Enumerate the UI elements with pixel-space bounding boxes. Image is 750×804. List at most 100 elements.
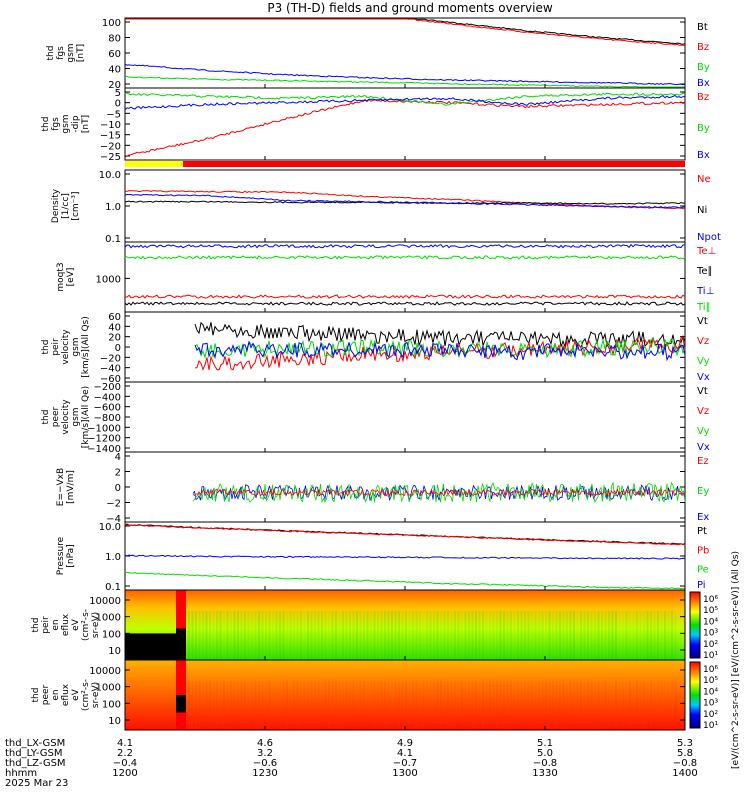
y-axis-label: gsm [71, 407, 81, 426]
spectrogram-texture [555, 611, 558, 660]
spectrogram-texture [443, 611, 446, 660]
spectrogram-texture [324, 611, 327, 660]
colorbar-tick-label: 10² [703, 710, 718, 720]
series-line [124, 255, 686, 260]
axis-row-value: 5.1 [537, 738, 553, 749]
spectrogram-texture [422, 611, 425, 660]
spectrogram-texture [422, 681, 425, 730]
spectrogram-texture [233, 611, 236, 660]
spectrogram-texture [485, 611, 488, 660]
spectrogram-texture [212, 681, 215, 730]
spectrogram-texture [261, 681, 264, 730]
spectrogram-texture [226, 611, 229, 660]
spectrogram-texture [562, 611, 565, 660]
spectrogram-texture [482, 611, 484, 660]
colorbar-tick-label: 10¹ [703, 651, 718, 661]
y-tick-label: 100 [102, 629, 121, 640]
spectrogram-texture [569, 681, 572, 730]
spectrogram-texture [674, 681, 677, 730]
spectrogram-texture [636, 681, 638, 730]
spectrogram-texture [398, 681, 400, 730]
spectrogram-texture [363, 611, 365, 660]
series-line [194, 338, 686, 360]
legend-entry: Bx [697, 150, 710, 161]
y-tick-label: −60 [100, 374, 121, 385]
spectrogram-texture [440, 681, 442, 730]
series-line [124, 571, 686, 590]
spectrogram-texture [583, 611, 586, 660]
y-axis-label: gsm [66, 43, 76, 62]
spectrogram-texture [216, 681, 218, 730]
spectrogram-texture [566, 681, 568, 730]
y-axis-label: [mV/m] [66, 470, 76, 504]
spectrogram-texture [370, 681, 372, 730]
spectrogram-texture [209, 681, 211, 730]
spectrogram-texture [545, 611, 547, 660]
spectrogram-gap-band [176, 590, 186, 660]
colorbar-tick-label: 10⁴ [703, 687, 718, 697]
spectrogram-texture [461, 681, 463, 730]
colorbar-label: [eV/(cm^2-s-sr-eV)] [eV/(cm^2-s-sr-eV)] … [731, 551, 741, 769]
spectrogram-texture [573, 611, 575, 660]
series-line [124, 301, 686, 306]
legend-entry: By [697, 123, 710, 134]
spectrogram-texture [457, 611, 460, 660]
spectrogram-texture [401, 611, 404, 660]
spectrogram-texture [349, 681, 351, 730]
spectrogram-texture [643, 681, 645, 730]
spectrogram-texture [664, 611, 666, 660]
legend-entry: Vx [697, 372, 710, 383]
spectrogram-texture [594, 681, 596, 730]
spectrogram-texture [527, 681, 530, 730]
spectrogram-texture [310, 611, 313, 660]
spectrogram-texture [541, 681, 544, 730]
y-tick-label: 5 [115, 88, 121, 99]
spectrogram-texture [401, 681, 404, 730]
spectrogram-texture [230, 681, 232, 730]
spectrogram-texture [534, 611, 537, 660]
y-tick-label: 80 [108, 34, 121, 45]
spectrogram-texture [580, 611, 582, 660]
spectrogram-texture [667, 611, 670, 660]
spectrogram-texture [275, 611, 278, 660]
spectrogram-texture [272, 611, 274, 660]
axis-row-value: −0.4 [113, 758, 137, 769]
spectrogram-texture [216, 611, 218, 660]
spectrogram-texture [300, 681, 302, 730]
spectrogram-texture [384, 681, 386, 730]
colorbar [689, 591, 701, 659]
spectrogram-texture [359, 611, 362, 660]
spectrogram-texture [566, 611, 568, 660]
axis-row-label: thd_LX-GSM [5, 738, 65, 749]
spectrogram-texture [667, 681, 670, 730]
spectrogram-texture [636, 611, 638, 660]
spectrogram-texture [279, 681, 281, 730]
spectrogram-texture [510, 611, 512, 660]
y-axis-label: Pressure [56, 536, 66, 575]
spectrogram-texture [237, 611, 239, 660]
series-line [124, 94, 686, 111]
spectrogram-texture [527, 611, 530, 660]
legend-entry: Pt [697, 526, 707, 537]
spectrogram-texture [608, 611, 610, 660]
y-axis-label: eV [71, 618, 81, 631]
spectrogram-texture [226, 681, 229, 730]
spectrogram-texture [531, 611, 533, 660]
series-line [124, 193, 685, 209]
spectrogram-texture [244, 681, 246, 730]
series-line [125, 18, 686, 45]
spectrogram-texture [499, 611, 502, 660]
legend-entry: Vz [697, 406, 709, 417]
spectrogram-texture [331, 681, 334, 730]
colorbar-tick-label: 10² [703, 640, 718, 650]
y-axis-label: Density [51, 188, 61, 223]
y-axis-label: E=−VxB [56, 468, 66, 506]
spectrogram-texture [454, 681, 456, 730]
plot-title: P3 (TH-D) fields and ground moments over… [267, 1, 552, 15]
spectrogram-texture [258, 681, 260, 730]
spectrogram-texture [538, 611, 540, 660]
spectrogram-texture [254, 681, 257, 730]
series-line [192, 481, 686, 504]
panel-frame [124, 381, 686, 453]
spectrogram-texture [408, 611, 411, 660]
